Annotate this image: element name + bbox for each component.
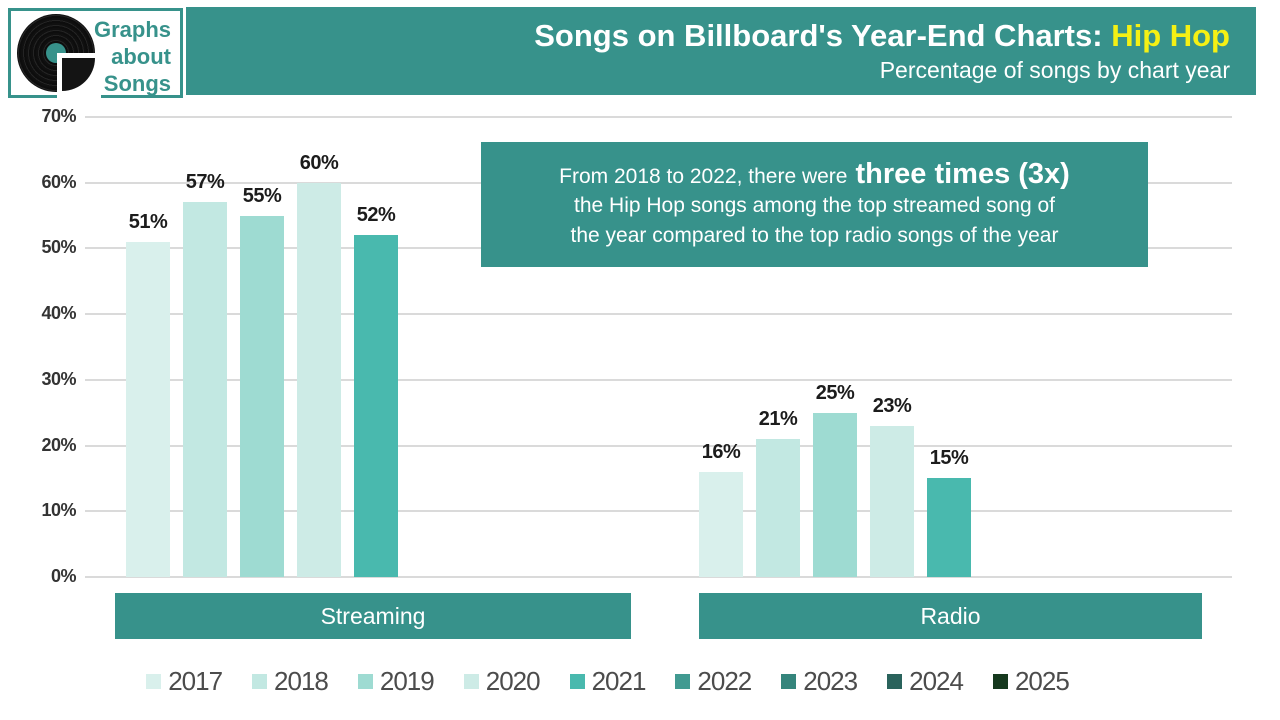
logo-line: Songs xyxy=(103,71,171,96)
legend-label: 2023 xyxy=(803,666,858,696)
title-text: Songs on Billboard's Year-End Charts: xyxy=(534,18,1112,53)
bar-streaming-2019 xyxy=(240,215,284,577)
vinyl-record-logo-icon xyxy=(17,14,101,99)
bar-streaming-2017 xyxy=(126,241,170,577)
legend-label: 2024 xyxy=(909,666,964,696)
gridline xyxy=(85,313,1232,316)
annotation-box: From 2018 to 2022, there were three time… xyxy=(481,142,1148,267)
legend-item-2021: 2021 xyxy=(569,666,647,697)
y-axis-tick-label: 40% xyxy=(41,303,76,324)
bar-value-label: 55% xyxy=(242,184,282,207)
legend-item-2017: 2017 xyxy=(146,666,223,697)
legend-item-2019: 2019 xyxy=(357,666,435,697)
y-axis-tick-label: 0% xyxy=(50,566,77,586)
bar-radio-2018 xyxy=(756,439,800,577)
bar-streaming-2021 xyxy=(354,235,398,577)
y-axis-tick-label: 50% xyxy=(41,237,76,258)
logo-line: Graphs xyxy=(93,17,171,42)
annotation-line-2: the Hip Hop songs among the top streamed… xyxy=(574,194,1055,217)
y-axis-tick-label: 60% xyxy=(41,171,76,192)
bar-streaming-2018 xyxy=(183,202,227,577)
legend-label: 2017 xyxy=(168,666,223,696)
legend-swatch xyxy=(887,674,903,689)
legend-swatch xyxy=(357,674,373,689)
y-axis-tick-label: 10% xyxy=(41,500,76,521)
bar-value-label: 52% xyxy=(356,204,396,227)
y-axis-tick-label: 20% xyxy=(41,434,76,455)
gridline xyxy=(85,444,1232,447)
legend-swatch xyxy=(463,674,479,689)
bar-radio-2017 xyxy=(699,471,743,577)
gridline xyxy=(85,116,1232,118)
logo-line: about xyxy=(111,44,171,69)
annotation-line-1: From 2018 to 2022, there were three time… xyxy=(559,158,1070,191)
chart-subtitle: Percentage of songs by chart year xyxy=(879,57,1230,83)
bar-value-label: 23% xyxy=(872,394,912,417)
legend-item-2024: 2024 xyxy=(887,666,964,697)
title-highlight: Hip Hop xyxy=(1111,18,1230,53)
chart-title: Songs on Billboard's Year-End Charts: Hi… xyxy=(534,18,1230,54)
gridline xyxy=(85,576,1232,578)
bar-streaming-2020 xyxy=(297,182,341,577)
legend-item-2025: 2025 xyxy=(992,666,1070,697)
category-label-radio: Radio xyxy=(699,593,1202,639)
annotation-regular-text: From 2018 to 2022, there were xyxy=(559,165,848,188)
gridline xyxy=(85,378,1232,381)
legend-swatch xyxy=(781,674,797,689)
legend-item-2018: 2018 xyxy=(252,666,329,697)
bar-value-label: 51% xyxy=(128,210,168,233)
legend-item-2023: 2023 xyxy=(781,666,858,697)
gridline xyxy=(85,510,1232,513)
legend-label: 2020 xyxy=(485,666,541,696)
legend-item-2022: 2022 xyxy=(675,666,752,697)
legend-label: 2019 xyxy=(379,666,435,696)
header: Songs on Billboard's Year-End Charts: Hi… xyxy=(186,7,1256,95)
bar-value-label: 15% xyxy=(929,447,969,470)
bar-value-label: 16% xyxy=(701,440,741,463)
legend-swatch xyxy=(146,674,162,689)
annotation-line-3: the year compared to the top radio songs… xyxy=(570,224,1059,247)
y-axis-tick-label: 30% xyxy=(41,368,76,389)
bar-value-label: 21% xyxy=(758,408,798,430)
legend-swatch xyxy=(252,674,268,689)
annotation-highlight-text: three times (3x) xyxy=(855,158,1070,190)
category-label-streaming: Streaming xyxy=(115,593,631,639)
bar-value-label: 60% xyxy=(299,151,339,174)
bar-value-label: 25% xyxy=(815,381,855,404)
legend-swatch xyxy=(569,674,585,689)
bar-value-label: 57% xyxy=(185,171,225,194)
y-axis-tick-label: 70% xyxy=(41,106,76,126)
logo: Graphs about Songs xyxy=(8,8,183,99)
bar-radio-2020 xyxy=(870,425,914,577)
logo-text: Graphs about Songs xyxy=(94,16,171,97)
legend-label: 2021 xyxy=(591,666,647,696)
legend-swatch xyxy=(675,674,691,689)
legend-label: 2025 xyxy=(1014,666,1070,696)
legend-label: 2018 xyxy=(274,666,329,696)
bar-radio-2021 xyxy=(927,478,971,577)
legend-swatch xyxy=(992,674,1008,689)
legend-label: 2022 xyxy=(697,666,752,696)
legend-item-2020: 2020 xyxy=(463,666,541,697)
legend: 2017 2018 2019 2020 2021 2022 2023 2024 2025 xyxy=(0,666,1215,697)
bar-radio-2019 xyxy=(813,412,857,577)
